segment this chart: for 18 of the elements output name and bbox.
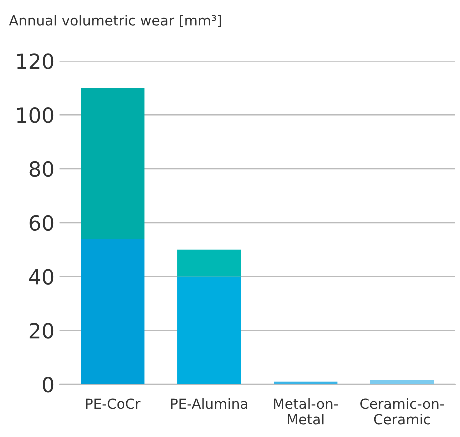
x-tick-label: Metal-on- Metal [274, 398, 338, 425]
bar [370, 380, 434, 385]
bar [178, 250, 242, 277]
y-axis-title: Annual volumetric wear [mm³] [9, 15, 222, 28]
bar [178, 276, 242, 385]
x-tick-label: PE-Alumina [171, 398, 248, 410]
bar [81, 239, 145, 385]
x-tick-label: Ceramic-on- Ceramic [360, 398, 444, 425]
y-tick-label: 0 [43, 377, 54, 393]
y-tick-label: 100 [17, 108, 54, 124]
y-tick-label: 40 [29, 269, 54, 285]
y-tick-label: 60 [30, 215, 54, 232]
y-tick-label: 80 [30, 161, 54, 178]
bar [81, 88, 145, 240]
x-tick-label: PE-CoCr [86, 398, 141, 410]
bar [274, 382, 338, 385]
y-tick-label: 20 [30, 323, 54, 339]
y-tick-label: 120 [17, 54, 54, 70]
